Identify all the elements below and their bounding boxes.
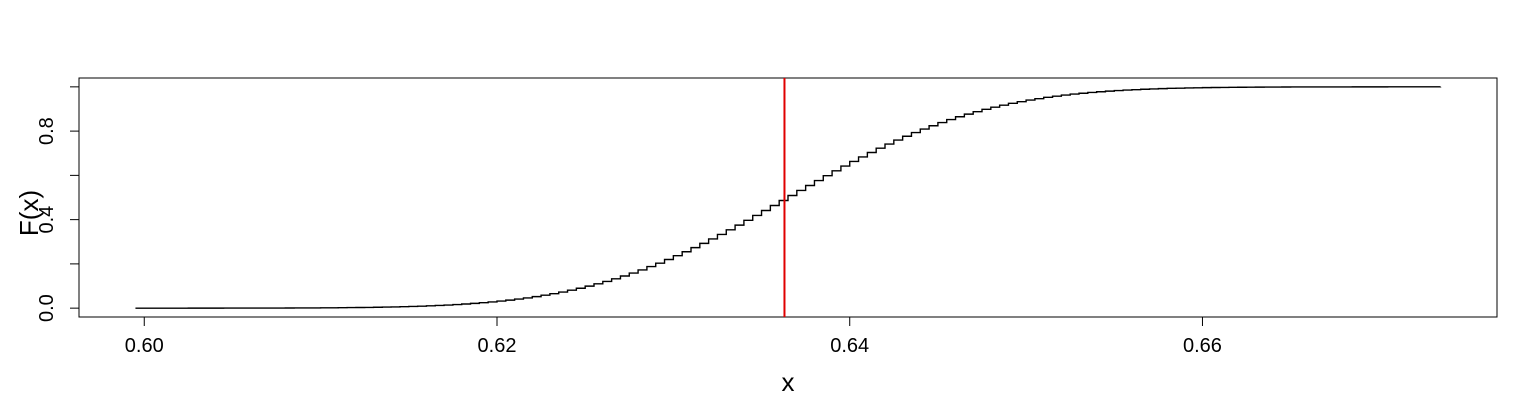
y-tick-label-2: 0.4 <box>36 206 58 234</box>
x-axis: 0.60 0.62 0.64 0.66 <box>125 317 1222 357</box>
plot-frame <box>78 77 1498 318</box>
x-tick-label-1: 0.62 <box>478 335 517 357</box>
y-axis-label: F(x) <box>14 190 44 236</box>
x-tick-label-2: 0.64 <box>830 335 869 357</box>
x-tick-label-3: 0.66 <box>1183 335 1222 357</box>
y-axis: 0.0 0.4 0.8 <box>36 86 79 322</box>
y-tick-label-0: 0.0 <box>36 294 58 322</box>
y-tick-label-4: 0.8 <box>36 117 58 145</box>
x-axis-label: x <box>782 367 795 397</box>
x-tick-label-0: 0.60 <box>125 335 164 357</box>
cdf-step-line <box>135 86 1442 309</box>
